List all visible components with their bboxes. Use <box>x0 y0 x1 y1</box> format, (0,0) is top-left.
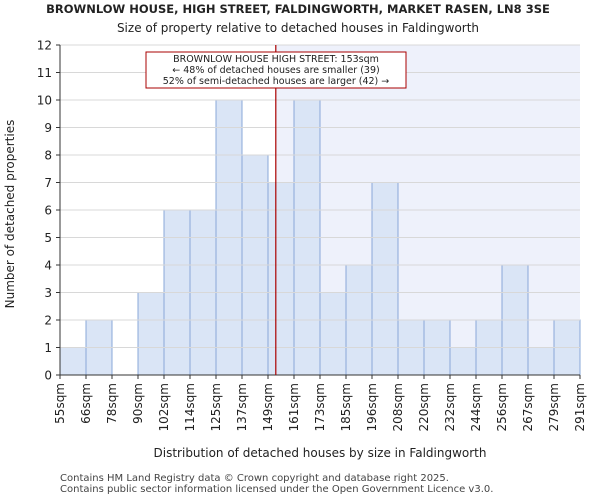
x-tick-label: 279sqm <box>547 383 561 431</box>
y-tick-label: 0 <box>44 369 52 383</box>
x-tick-label: 90sqm <box>131 383 145 424</box>
x-tick-label: 125sqm <box>209 383 223 431</box>
x-axis-label: Distribution of detached houses by size … <box>154 446 487 460</box>
x-tick-label: 78sqm <box>105 383 119 424</box>
x-tick-label: 208sqm <box>391 383 405 431</box>
annotation-box: BROWNLOW HOUSE HIGH STREET: 153sqm ← 48%… <box>145 51 407 89</box>
annotation-line-1: BROWNLOW HOUSE HIGH STREET: 153sqm <box>173 54 379 65</box>
x-tick-label: 149sqm <box>261 383 275 431</box>
y-tick-label: 4 <box>44 259 52 273</box>
bar-267sqm <box>527 347 555 376</box>
x-tick-label: 161sqm <box>287 383 301 431</box>
x-tick-label: 244sqm <box>469 383 483 431</box>
y-tick-label: 10 <box>37 94 52 108</box>
chart-subtitle: Size of property relative to detached ho… <box>117 21 479 35</box>
bar-196sqm <box>371 182 399 376</box>
y-tick-label: 1 <box>44 341 52 355</box>
attribution-line-2: Contains public sector information licen… <box>60 484 494 495</box>
x-tick-label: 55sqm <box>53 383 67 424</box>
bar-55sqm <box>59 347 87 376</box>
x-tick-label: 220sqm <box>417 383 431 431</box>
attribution-footer: Contains HM Land Registry data © Crown c… <box>60 473 493 495</box>
y-tick-label: 11 <box>37 66 52 80</box>
chart-title: BROWNLOW HOUSE, HIGH STREET, FALDINGWORT… <box>46 2 550 16</box>
x-tick-label: 102sqm <box>157 383 171 431</box>
y-tick-label: 12 <box>37 39 52 53</box>
x-tick-label: 291sqm <box>573 383 587 431</box>
x-tick-label: 173sqm <box>313 383 327 431</box>
bar-90sqm <box>137 292 165 376</box>
x-tick-label: 185sqm <box>339 383 353 431</box>
y-tick-label: 9 <box>44 121 52 135</box>
x-tick-label: 66sqm <box>79 383 93 424</box>
y-tick-label: 2 <box>44 314 52 328</box>
annotation-line-3: 52% of semi-detached houses are larger (… <box>163 76 390 87</box>
bar-232sqm <box>449 347 477 376</box>
y-tick-label: 8 <box>44 149 52 163</box>
y-tick-label: 5 <box>44 231 52 245</box>
annotation-line-2: ← 48% of detached houses are smaller (39… <box>172 65 379 76</box>
annotation-box-frame <box>145 51 407 89</box>
x-axis: 55sqm 66sqm 78sqm 90sqm 102sqm 114sqm 125sqm 13… <box>53 374 587 431</box>
bar-149sqm <box>267 182 295 376</box>
bar-173sqm <box>319 292 347 376</box>
x-tick-label: 196sqm <box>365 383 379 431</box>
x-tick-label: 267sqm <box>521 383 535 431</box>
y-axis-label: Number of detached properties <box>3 120 17 309</box>
y-tick-label: 6 <box>44 204 52 218</box>
x-tick-label: 232sqm <box>443 383 457 431</box>
x-tick-label: 256sqm <box>495 383 509 431</box>
x-tick-label: 137sqm <box>235 383 249 431</box>
y-tick-label: 7 <box>44 176 52 190</box>
x-tick-label: 114sqm <box>183 383 197 431</box>
y-tick-label: 3 <box>44 286 52 300</box>
attribution-line-1: Contains HM Land Registry data © Crown c… <box>60 473 449 484</box>
